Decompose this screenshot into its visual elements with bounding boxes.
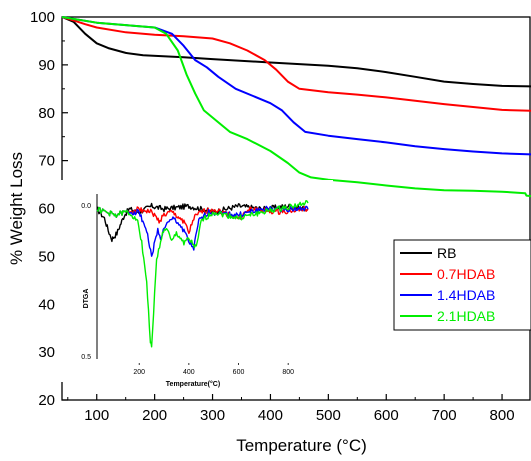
legend-label-1.4hdab: 1.4HDAB (437, 287, 495, 303)
axis-titles: Temperature (°C) % Weight Loss (7, 152, 367, 455)
y-tick-label: 90 (38, 57, 55, 74)
inset-series-rb (96, 202, 309, 243)
inset-series-2.1hdab (96, 200, 309, 348)
inset-x-axis-title: Temperature(°C) (166, 380, 220, 388)
x-tick-label: 500 (316, 407, 341, 424)
x-tick-label: 800 (490, 407, 515, 424)
series-line-0.7hdab (61, 16, 531, 112)
y-tick-label: 70 (38, 153, 55, 170)
series-line-rb (61, 16, 531, 88)
series-line-2.1hdab (61, 16, 531, 198)
inset-y-tick-label: 0.0 (81, 203, 91, 210)
y-tick-label: 30 (38, 344, 55, 361)
y-tick-label: 80 (38, 105, 55, 122)
inset-y-tick-label: 0.5 (81, 354, 91, 361)
inset-x-tick-label: 600 (233, 369, 245, 376)
series-line-1.4hdab (61, 16, 531, 156)
inset-x-tick-label: 400 (183, 369, 195, 376)
legend-label-2.1hdab: 2.1HDAB (437, 308, 495, 324)
y-tick-label: 40 (38, 296, 55, 313)
inset-x-tick-label: 800 (282, 369, 294, 376)
inset-y-axis-title: DTGA (83, 289, 90, 309)
x-axis-title: Temperature (°C) (236, 436, 367, 455)
y-tick-label: 50 (38, 248, 55, 265)
legend: RB 0.7HDAB 1.4HDAB 2.1HDAB (393, 239, 531, 331)
inset-series-1.4hdab (96, 205, 309, 257)
inset-x-tick-label: 200 (133, 369, 145, 376)
x-tick-label: 300 (200, 407, 225, 424)
y-tick-label: 20 (38, 392, 55, 409)
x-tick-label: 400 (258, 407, 283, 424)
y-tick-label: 60 (38, 201, 55, 218)
main-series-lines (61, 16, 531, 198)
legend-label-rb: RB (437, 245, 456, 261)
x-tick-label: 600 (374, 407, 399, 424)
main-plot: 100 200 300 400 500 600 700 800 20 30 40 50 60 70 80 90… (30, 9, 531, 424)
x-tick-label: 200 (142, 407, 167, 424)
y-tick-label: 100 (30, 9, 55, 26)
x-tick-label: 100 (84, 407, 109, 424)
legend-label-0.7hdab: 0.7HDAB (437, 266, 495, 282)
dtga-inset: 0.0 0.5 200 400 600 800 Temperature(°C) DTGA (59, 180, 333, 388)
y-axis-title: % Weight Loss (7, 152, 26, 265)
x-tick-label: 700 (432, 407, 457, 424)
